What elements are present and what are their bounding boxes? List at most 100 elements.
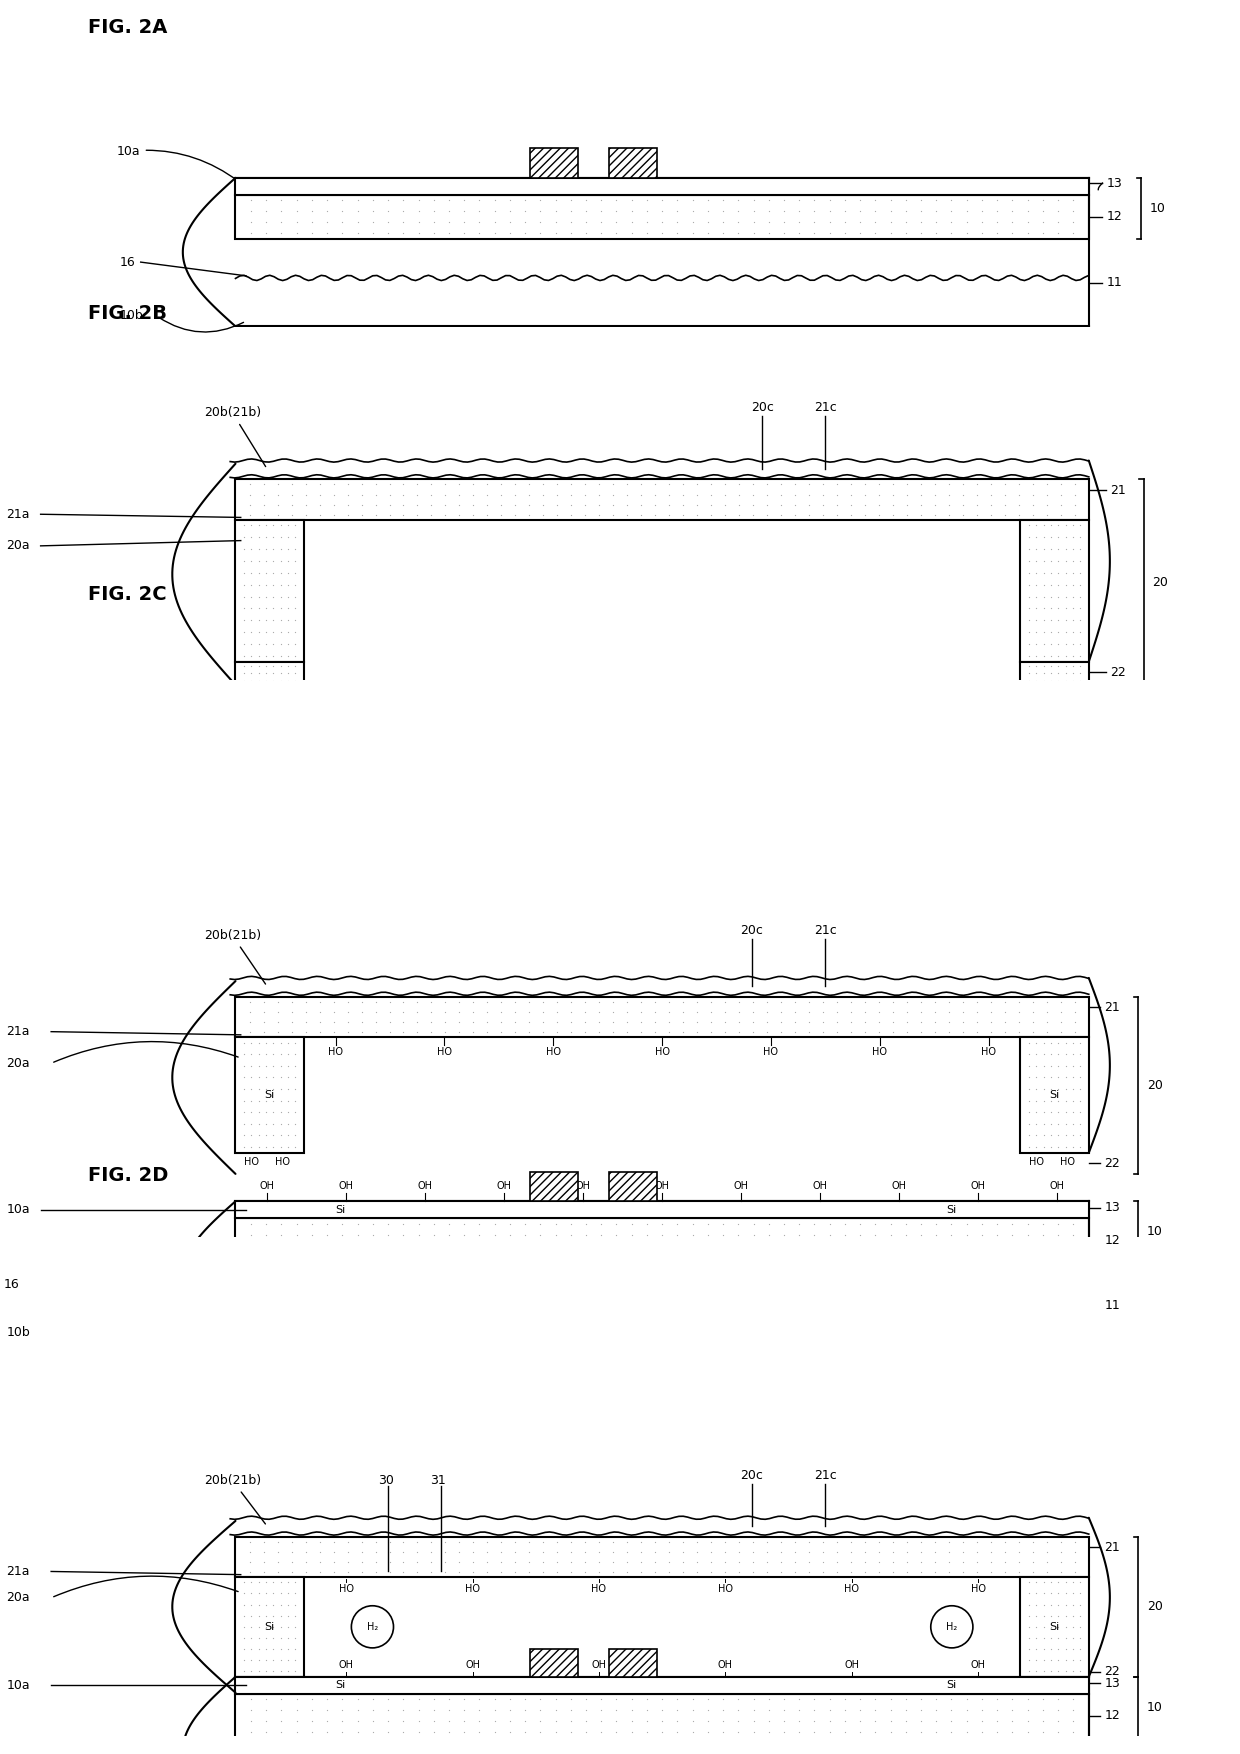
- Text: FIG. 2C: FIG. 2C: [88, 586, 166, 603]
- Text: Si: Si: [1049, 1089, 1060, 1100]
- Text: HO: HO: [655, 1047, 670, 1058]
- Text: HO: HO: [981, 1047, 996, 1058]
- Text: 20a: 20a: [6, 540, 30, 553]
- Text: 21: 21: [1105, 1002, 1120, 1014]
- Text: OH: OH: [844, 1659, 859, 1670]
- Text: HO: HO: [436, 1047, 451, 1058]
- Bar: [1021, 1037, 1089, 1152]
- Bar: [236, 519, 304, 661]
- Text: HO: HO: [339, 1584, 353, 1594]
- Text: 20: 20: [1152, 575, 1168, 589]
- Bar: [236, 1694, 1089, 1738]
- Text: 10: 10: [1147, 1701, 1163, 1714]
- Circle shape: [351, 1605, 393, 1649]
- Text: 21: 21: [1105, 1540, 1120, 1554]
- Text: OH: OH: [497, 1180, 512, 1191]
- Text: Si: Si: [336, 1680, 346, 1691]
- Bar: [236, 195, 1089, 239]
- Text: HO: HO: [844, 1584, 859, 1594]
- Text: OH: OH: [655, 1180, 670, 1191]
- Text: HO: HO: [244, 1158, 259, 1166]
- Text: HO: HO: [465, 1584, 480, 1594]
- Bar: [236, 479, 1089, 519]
- Text: OH: OH: [718, 1659, 733, 1670]
- Text: 12: 12: [1106, 210, 1122, 223]
- Text: 21a: 21a: [6, 1024, 30, 1038]
- Text: OH: OH: [812, 1180, 827, 1191]
- Text: 21c: 21c: [813, 1468, 837, 1482]
- Text: HO: HO: [764, 1047, 779, 1058]
- Text: H₂: H₂: [946, 1622, 957, 1631]
- Bar: [1021, 661, 1089, 684]
- Bar: [236, 1677, 1089, 1694]
- Circle shape: [931, 1605, 973, 1649]
- Text: 20c: 20c: [740, 1468, 763, 1482]
- Text: Si: Si: [264, 1089, 275, 1100]
- Text: FIG. 2A: FIG. 2A: [88, 18, 167, 37]
- Bar: [531, 149, 578, 177]
- Text: HO: HO: [873, 1047, 888, 1058]
- Text: OH: OH: [971, 1659, 986, 1670]
- Text: 22: 22: [1110, 667, 1126, 679]
- Bar: [236, 177, 1089, 195]
- Text: 12: 12: [1105, 1233, 1120, 1247]
- Text: 13: 13: [1105, 1677, 1120, 1689]
- Text: OH: OH: [1050, 1180, 1065, 1191]
- Text: HO: HO: [275, 1158, 290, 1166]
- Text: OH: OH: [339, 1180, 353, 1191]
- Bar: [236, 661, 304, 684]
- Bar: [610, 1172, 657, 1201]
- Text: Si: Si: [1049, 1622, 1060, 1631]
- Text: 20b(21b): 20b(21b): [203, 930, 265, 984]
- Text: 16: 16: [4, 1279, 20, 1291]
- Text: 10a: 10a: [6, 1203, 30, 1216]
- Text: FIG. 2D: FIG. 2D: [88, 1166, 169, 1186]
- Text: HO: HO: [546, 1047, 560, 1058]
- Text: OH: OH: [465, 1659, 480, 1670]
- Text: 20c: 20c: [740, 924, 763, 937]
- Text: 20b(21b): 20b(21b): [203, 407, 265, 467]
- Text: 22: 22: [1105, 1665, 1120, 1679]
- Text: 21a: 21a: [6, 1565, 30, 1579]
- Text: 22: 22: [1105, 1158, 1120, 1170]
- Text: 10: 10: [1149, 202, 1166, 216]
- Text: FIG. 2B: FIG. 2B: [88, 303, 167, 323]
- Text: 20c: 20c: [750, 402, 774, 414]
- Text: OH: OH: [734, 1180, 749, 1191]
- Text: 20b(21b): 20b(21b): [203, 1473, 265, 1524]
- Text: OH: OH: [575, 1180, 590, 1191]
- Text: OH: OH: [971, 1180, 986, 1191]
- Text: HO: HO: [971, 1584, 986, 1594]
- Bar: [610, 1649, 657, 1677]
- Text: 20: 20: [1147, 1079, 1163, 1093]
- Bar: [531, 1649, 578, 1677]
- Text: 10: 10: [1147, 1226, 1163, 1238]
- Bar: [236, 1037, 304, 1152]
- Text: 10b: 10b: [119, 309, 144, 323]
- Text: 21c: 21c: [813, 402, 837, 414]
- Bar: [531, 1172, 578, 1201]
- Bar: [1021, 519, 1089, 661]
- Text: Si: Si: [946, 1205, 957, 1216]
- Text: 21: 21: [1110, 484, 1126, 496]
- Text: 20: 20: [1147, 1600, 1163, 1614]
- Bar: [236, 1217, 1089, 1263]
- Text: 20a: 20a: [6, 1591, 30, 1605]
- Text: OH: OH: [418, 1180, 433, 1191]
- Bar: [610, 149, 657, 177]
- Text: 21a: 21a: [6, 507, 30, 521]
- Text: 16: 16: [119, 256, 135, 268]
- Text: 10b: 10b: [6, 1326, 30, 1340]
- Bar: [236, 1201, 1089, 1217]
- Text: 21c: 21c: [813, 924, 837, 937]
- Bar: [236, 1537, 1089, 1577]
- Text: 31: 31: [430, 1473, 446, 1487]
- Text: OH: OH: [259, 1180, 274, 1191]
- Text: 11: 11: [1106, 275, 1122, 289]
- Bar: [236, 1577, 304, 1677]
- Text: 10a: 10a: [117, 144, 238, 181]
- Text: 10a: 10a: [6, 1679, 30, 1693]
- Text: 11: 11: [1105, 1300, 1120, 1312]
- Text: 30: 30: [378, 1473, 393, 1487]
- Text: HO: HO: [591, 1584, 606, 1594]
